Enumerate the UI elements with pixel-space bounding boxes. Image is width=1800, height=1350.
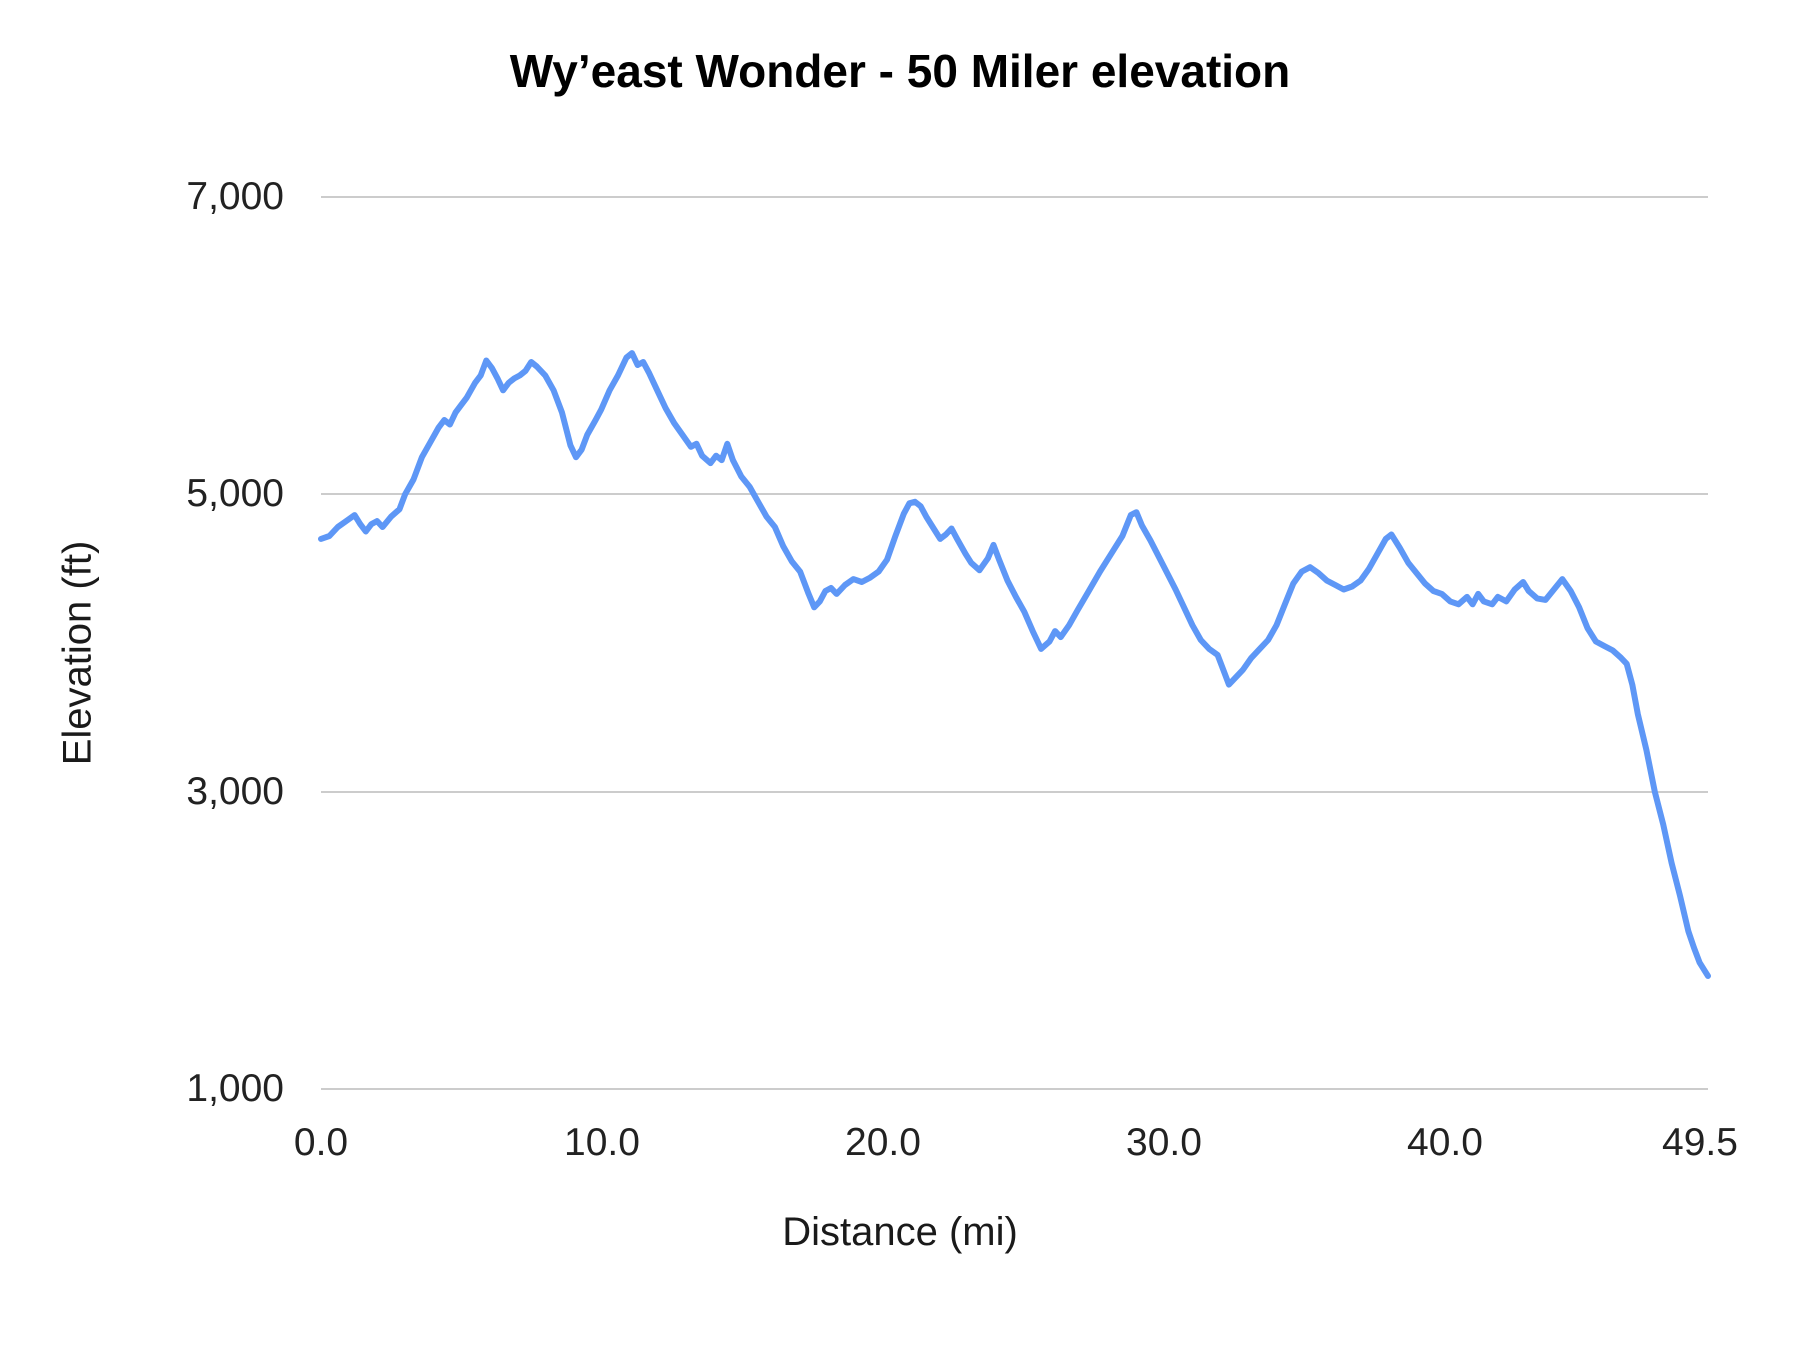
y-tick-label-7000: 7,000 — [186, 175, 284, 218]
x-tick-label-40: 40.0 — [1407, 1121, 1483, 1164]
gridline-1000 — [321, 1088, 1708, 1090]
chart-title: Wy’east Wonder - 50 Miler elevation — [509, 45, 1291, 97]
x-axis-title: Distance (mi) — [782, 1210, 1018, 1254]
gridline-5000 — [321, 493, 1708, 495]
gridline-3000 — [321, 791, 1708, 793]
y-tick-label-3000: 3,000 — [186, 770, 284, 813]
y-tick-label-1000: 1,000 — [186, 1067, 284, 1110]
x-tick-label-10: 10.0 — [564, 1121, 640, 1164]
y-tick-label-5000: 5,000 — [186, 472, 284, 515]
x-tick-label-49-5: 49.5 — [1662, 1121, 1738, 1164]
elevation-line — [318, 350, 1711, 979]
x-tick-label-30: 30.0 — [1126, 1121, 1202, 1164]
x-tick-label-20: 20.0 — [845, 1121, 921, 1164]
x-tick-label-0: 0.0 — [293, 1121, 349, 1164]
gridline-7000 — [321, 196, 1708, 198]
